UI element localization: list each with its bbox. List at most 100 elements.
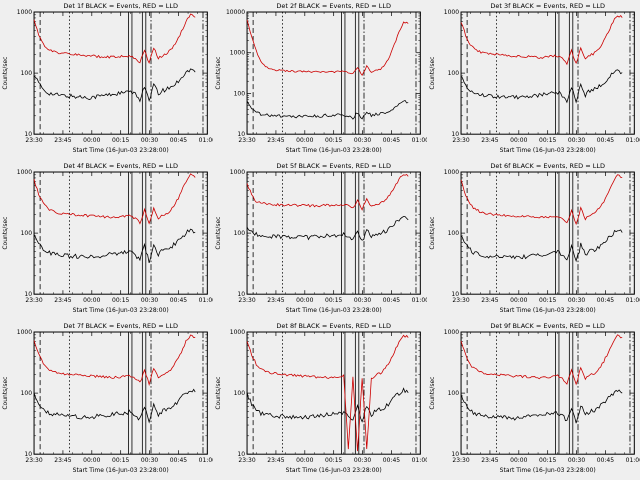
svg-text:00:15: 00:15 bbox=[112, 458, 129, 465]
svg-text:01:00: 01:00 bbox=[625, 297, 640, 304]
svg-text:01:00: 01:00 bbox=[199, 137, 214, 144]
svg-text:Counts/sec: Counts/sec bbox=[429, 217, 436, 250]
svg-text:23:30: 23:30 bbox=[25, 297, 42, 304]
svg-text:00:15: 00:15 bbox=[539, 458, 556, 465]
svg-text:00:00: 00:00 bbox=[296, 137, 313, 144]
svg-text:Start Time (16-Jun-03 23:28:00: Start Time (16-Jun-03 23:28:00) bbox=[286, 147, 382, 154]
svg-text:00:15: 00:15 bbox=[539, 297, 556, 304]
svg-text:Det 2f BLACK = Events, RED = L: Det 2f BLACK = Events, RED = LLD bbox=[277, 2, 392, 10]
svg-text:00:00: 00:00 bbox=[296, 458, 313, 465]
svg-text:Start Time (16-Jun-03 23:28:00: Start Time (16-Jun-03 23:28:00) bbox=[499, 147, 595, 154]
svg-text:Det 6f BLACK = Events, RED = L: Det 6f BLACK = Events, RED = LLD bbox=[490, 162, 605, 170]
subplot-det-7f: Det 7f BLACK = Events, RED = LLD Counts/s… bbox=[0, 320, 213, 480]
svg-text:100: 100 bbox=[21, 70, 33, 77]
svg-text:100: 100 bbox=[21, 230, 33, 237]
svg-text:1000: 1000 bbox=[17, 9, 32, 16]
svg-text:01:00: 01:00 bbox=[199, 297, 214, 304]
chart-det-2f: Det 2f BLACK = Events, RED = LLD Counts/s… bbox=[215, 2, 427, 154]
subplot-det-5f: Det 5f BLACK = Events, RED = LLD Counts/s… bbox=[213, 160, 426, 320]
svg-text:Start Time (16-Jun-03 23:28:00: Start Time (16-Jun-03 23:28:00) bbox=[286, 307, 382, 314]
svg-text:23:45: 23:45 bbox=[268, 137, 285, 144]
svg-text:00:45: 00:45 bbox=[383, 297, 400, 304]
svg-text:01:00: 01:00 bbox=[625, 458, 640, 465]
svg-text:00:45: 00:45 bbox=[596, 297, 613, 304]
svg-text:00:15: 00:15 bbox=[539, 137, 556, 144]
chart-det-4f: Det 4f BLACK = Events, RED = LLD Counts/s… bbox=[2, 162, 214, 314]
svg-text:10: 10 bbox=[24, 452, 32, 459]
subplot-det-2f: Det 2f BLACK = Events, RED = LLD Counts/s… bbox=[213, 0, 426, 160]
svg-text:Counts/sec: Counts/sec bbox=[2, 377, 9, 410]
svg-text:Start Time (16-Jun-03 23:28:00: Start Time (16-Jun-03 23:28:00) bbox=[73, 307, 169, 314]
svg-text:1000: 1000 bbox=[230, 329, 245, 336]
svg-text:10: 10 bbox=[24, 131, 32, 138]
svg-text:00:30: 00:30 bbox=[354, 458, 371, 465]
svg-text:Counts/sec: Counts/sec bbox=[429, 57, 436, 90]
svg-text:00:15: 00:15 bbox=[325, 297, 342, 304]
chart-det-6f: Det 6f BLACK = Events, RED = LLD Counts/s… bbox=[429, 162, 640, 314]
svg-text:Start Time (16-Jun-03 23:28:00: Start Time (16-Jun-03 23:28:00) bbox=[499, 307, 595, 314]
svg-text:Det 3f BLACK = Events, RED = L: Det 3f BLACK = Events, RED = LLD bbox=[490, 2, 605, 10]
svg-text:01:00: 01:00 bbox=[412, 297, 427, 304]
svg-text:23:30: 23:30 bbox=[239, 458, 256, 465]
svg-text:23:45: 23:45 bbox=[268, 458, 285, 465]
svg-text:10: 10 bbox=[24, 291, 32, 298]
svg-text:00:30: 00:30 bbox=[354, 297, 371, 304]
svg-text:100: 100 bbox=[234, 230, 246, 237]
svg-text:00:30: 00:30 bbox=[568, 458, 585, 465]
subplot-det-9f: Det 9f BLACK = Events, RED = LLD Counts/s… bbox=[427, 320, 640, 480]
chart-det-9f: Det 9f BLACK = Events, RED = LLD Counts/s… bbox=[429, 322, 640, 474]
svg-text:00:45: 00:45 bbox=[383, 458, 400, 465]
svg-text:01:00: 01:00 bbox=[412, 137, 427, 144]
svg-text:23:45: 23:45 bbox=[268, 297, 285, 304]
svg-text:1000: 1000 bbox=[443, 9, 458, 16]
subplot-det-8f: Det 8f BLACK = Events, RED = LLD Counts/s… bbox=[213, 320, 426, 480]
chart-det-7f: Det 7f BLACK = Events, RED = LLD Counts/s… bbox=[2, 322, 213, 475]
svg-text:23:30: 23:30 bbox=[239, 297, 256, 304]
svg-text:01:00: 01:00 bbox=[625, 137, 640, 144]
svg-text:100: 100 bbox=[447, 391, 459, 398]
svg-text:00:15: 00:15 bbox=[325, 137, 342, 144]
chart-det-5f: Det 5f BLACK = Events, RED = LLD Counts/s… bbox=[215, 162, 427, 314]
svg-text:00:30: 00:30 bbox=[568, 297, 585, 304]
chart-det-1f: Det 1f BLACK = Events, RED = LLD Counts/s… bbox=[2, 2, 214, 154]
svg-text:23:45: 23:45 bbox=[54, 297, 71, 304]
svg-text:Det 5f BLACK = Events, RED = L: Det 5f BLACK = Events, RED = LLD bbox=[277, 162, 392, 170]
svg-text:Det 1f BLACK = Events, RED = L: Det 1f BLACK = Events, RED = LLD bbox=[63, 2, 178, 10]
svg-text:23:30: 23:30 bbox=[452, 458, 469, 465]
svg-text:Start Time (16-Jun-03 23:28:00: Start Time (16-Jun-03 23:28:00) bbox=[73, 468, 169, 475]
svg-text:00:00: 00:00 bbox=[510, 137, 527, 144]
svg-text:Counts/sec: Counts/sec bbox=[215, 377, 222, 410]
svg-text:23:45: 23:45 bbox=[481, 458, 498, 465]
svg-text:00:00: 00:00 bbox=[83, 137, 100, 144]
svg-text:00:45: 00:45 bbox=[596, 137, 613, 144]
svg-text:1000: 1000 bbox=[443, 329, 458, 336]
svg-text:00:45: 00:45 bbox=[170, 137, 187, 144]
svg-text:23:30: 23:30 bbox=[25, 137, 42, 144]
svg-text:23:30: 23:30 bbox=[452, 297, 469, 304]
svg-text:1000: 1000 bbox=[230, 50, 245, 57]
svg-text:23:45: 23:45 bbox=[54, 137, 71, 144]
svg-text:00:30: 00:30 bbox=[141, 137, 158, 144]
svg-text:Start Time (16-Jun-03 23:28:00: Start Time (16-Jun-03 23:28:00) bbox=[286, 468, 382, 475]
svg-text:10: 10 bbox=[238, 131, 246, 138]
svg-text:00:45: 00:45 bbox=[170, 297, 187, 304]
svg-text:Counts/sec: Counts/sec bbox=[2, 57, 9, 90]
svg-text:00:15: 00:15 bbox=[112, 297, 129, 304]
subplot-det-6f: Det 6f BLACK = Events, RED = LLD Counts/s… bbox=[427, 160, 640, 320]
svg-text:100: 100 bbox=[447, 70, 459, 77]
svg-text:1000: 1000 bbox=[443, 169, 458, 176]
svg-text:00:30: 00:30 bbox=[141, 458, 158, 465]
svg-text:Counts/sec: Counts/sec bbox=[2, 217, 9, 250]
svg-text:100: 100 bbox=[21, 391, 33, 398]
svg-text:1000: 1000 bbox=[17, 169, 32, 176]
svg-text:10000: 10000 bbox=[226, 9, 245, 16]
svg-text:Counts/sec: Counts/sec bbox=[429, 377, 436, 410]
svg-text:10: 10 bbox=[451, 452, 459, 459]
svg-text:Counts/sec: Counts/sec bbox=[215, 57, 222, 90]
svg-text:23:45: 23:45 bbox=[54, 458, 71, 465]
svg-text:10: 10 bbox=[451, 131, 459, 138]
svg-text:23:45: 23:45 bbox=[481, 297, 498, 304]
svg-text:00:45: 00:45 bbox=[170, 458, 187, 465]
svg-text:00:30: 00:30 bbox=[141, 297, 158, 304]
